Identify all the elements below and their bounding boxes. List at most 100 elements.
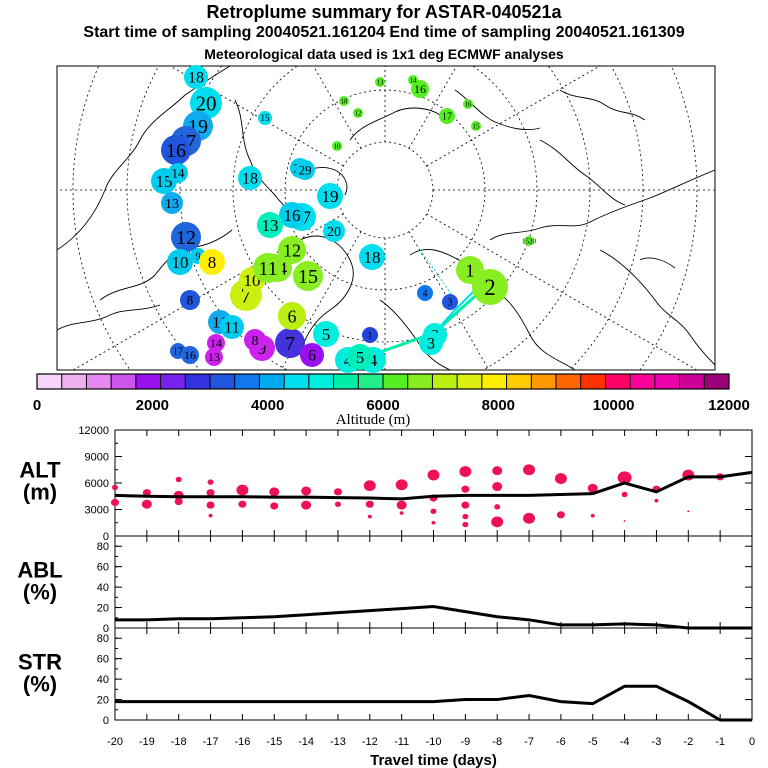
cluster-label: 12	[176, 227, 196, 249]
cluster-circle	[359, 244, 385, 270]
y-tick-label: 6000	[85, 478, 109, 490]
x-axis-labels: -20 -19 -18 -17 -16 -15 -14 -13 -12 -11 -10 -9 -8 -7-…	[107, 736, 755, 768]
cluster-circle	[295, 160, 315, 180]
cluster-label: 14	[172, 166, 186, 181]
str-series-line	[115, 684, 752, 722]
colorbar-tick-label: 0	[33, 397, 41, 414]
y-tick-label: 80	[97, 541, 109, 553]
cluster-label: 15	[298, 266, 318, 288]
colorbar-swatch	[654, 374, 681, 389]
altitude-point	[554, 473, 567, 484]
cluster-circle	[439, 108, 455, 124]
cluster-label: 9	[196, 252, 201, 263]
cluster-circle	[323, 220, 345, 242]
x-tick-label: -12	[362, 736, 378, 748]
altitude-point	[461, 501, 470, 509]
cluster-circle	[442, 294, 458, 310]
cluster-circle	[411, 80, 429, 98]
panel-str: 80 60 40 20 0 STR(%)	[18, 627, 753, 727]
altitude-point	[208, 513, 213, 518]
altitude-point	[399, 511, 404, 515]
altitude-point	[431, 520, 436, 525]
coastline	[57, 304, 161, 331]
cluster-label: 16	[184, 348, 196, 362]
x-tick-label: -15	[266, 736, 282, 748]
altitude-point	[367, 514, 372, 519]
coastline	[489, 169, 715, 241]
panel-alt: 12000 9000 6000 3000 0 ALT(m)	[19, 425, 753, 543]
abl-series-line	[115, 605, 752, 630]
cluster-label: 3	[427, 336, 435, 353]
x-tick-label: -8	[492, 736, 502, 748]
coastline	[639, 257, 676, 269]
coastline	[539, 139, 626, 206]
altitude-point	[269, 487, 280, 497]
cluster-circle	[275, 328, 305, 358]
altitude-point	[427, 469, 440, 481]
cluster-label: 8	[252, 334, 259, 349]
y-tick-label: 9000	[85, 452, 109, 464]
colorbar-swatch	[556, 374, 582, 389]
altitude-point	[617, 471, 632, 485]
y-tick-label: 40	[97, 582, 109, 594]
colorbar-swatch	[457, 374, 483, 389]
y-tick-label: 60	[97, 562, 109, 574]
panel-abl: 80 60 40 20 0 ABL(%)	[17, 535, 753, 635]
colorbar-swatch	[160, 374, 186, 389]
panel-unit-abl: (%)	[23, 579, 57, 604]
panel-label-str: STR	[18, 649, 62, 674]
x-tick-label: -1	[715, 736, 725, 748]
cluster-label: 8	[208, 253, 217, 272]
panel-unit-str: (%)	[23, 671, 57, 696]
cluster-circle	[181, 346, 199, 364]
cluster-label: 16	[284, 206, 301, 225]
cluster-label: 4	[423, 289, 428, 300]
cluster-circle	[171, 222, 201, 252]
colorbar-swatch	[333, 374, 359, 389]
altitude-point	[523, 464, 536, 476]
x-tick-label: -10	[426, 736, 442, 748]
cluster-circle	[293, 261, 323, 291]
coastline	[559, 89, 646, 121]
cluster-circle	[362, 327, 378, 343]
cluster-label: 13	[208, 350, 220, 364]
colorbar-swatch	[135, 374, 162, 389]
cluster-label: 17	[442, 112, 452, 123]
cluster-circle	[278, 302, 306, 330]
y-tick-label: 60	[97, 654, 109, 666]
colorbar-swatch	[259, 374, 285, 389]
cluster-circle	[419, 331, 443, 355]
y-tick-label: 3000	[85, 505, 109, 517]
y-tick-label: 80	[97, 633, 109, 645]
altitude-point	[141, 499, 152, 509]
cluster-label: 6	[288, 306, 297, 326]
cluster-circle	[417, 285, 433, 301]
altitude-point	[462, 521, 469, 528]
cluster-circle	[347, 344, 373, 370]
altitude-point	[301, 500, 312, 510]
colorbar-swatch	[605, 374, 631, 389]
cluster-label: 10	[172, 253, 189, 272]
cluster-circle	[317, 183, 343, 209]
cluster-label: 13	[377, 78, 385, 86]
colorbar-swatch	[481, 374, 508, 389]
cluster-label: 5	[322, 325, 331, 344]
panel-unit-alt: (m)	[23, 480, 57, 505]
altitude-point	[334, 501, 341, 507]
colorbar-tick-label: 6000	[366, 397, 399, 414]
x-tick-label: -9	[460, 736, 470, 748]
x-tick-label: -13	[330, 736, 346, 748]
time-series-panels: 120009000600030000ALT(m)806040200ABL(%)8…	[17, 425, 755, 768]
x-tick-label: -3	[652, 736, 662, 748]
cluster-circle	[456, 256, 484, 284]
cluster-label: 18	[242, 171, 258, 188]
altitude-point	[654, 498, 659, 503]
cluster-label: 1	[368, 331, 373, 342]
cluster-circle	[168, 163, 188, 183]
cluster-circle	[278, 236, 306, 264]
cluster-circle	[253, 253, 283, 283]
altitude-point	[461, 485, 470, 493]
altitude-point	[206, 501, 215, 509]
altitude-point	[111, 498, 119, 507]
